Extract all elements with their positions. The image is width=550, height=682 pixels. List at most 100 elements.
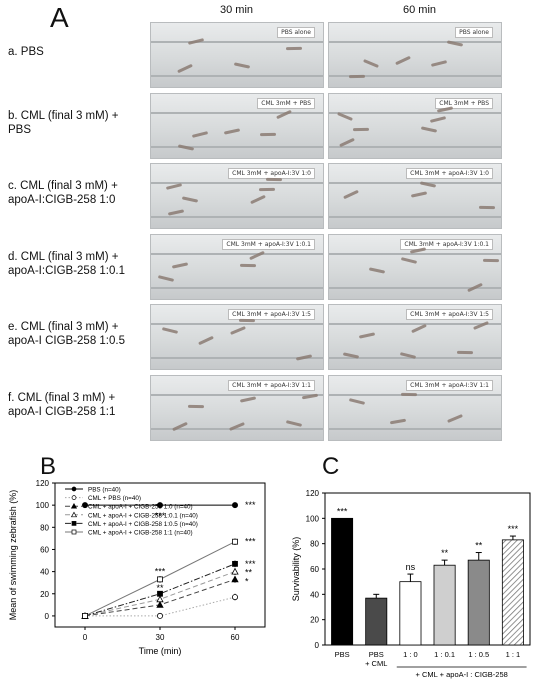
fish-shape: [420, 125, 438, 133]
y-tick-label: 120: [306, 489, 320, 498]
y-tick-label: 20: [40, 590, 49, 599]
panel-b-letter: B: [40, 453, 57, 480]
y-tick-label: 20: [310, 616, 319, 625]
tank-photo-a-60min: PBS alone: [328, 22, 502, 88]
x-tick-label: 60: [231, 633, 240, 642]
fish-shape: [430, 60, 448, 67]
fish-shape: [233, 62, 251, 69]
data-point: [157, 590, 163, 597]
fish-shape: [187, 38, 205, 45]
tank-label-tag: CML 3mM + apoA-I:3V 1:5: [406, 309, 493, 320]
tank-photo-f-60min: CML 3mM + apoA-I:3V 1:1: [328, 374, 502, 441]
sig-mark: ns: [406, 562, 416, 572]
legend-label: PBS (n=40): [88, 487, 121, 494]
tank-label-tag: CML 3mM + apoA-I:3V 1:1: [406, 379, 493, 391]
fish-shape: [348, 397, 366, 405]
legend-label: CML + PBS (n=40): [88, 495, 141, 502]
fish-shape: [343, 189, 359, 200]
data-point: [156, 601, 164, 608]
x-tick-label: PBS: [335, 650, 350, 659]
y-tick-label: 60: [310, 565, 319, 574]
sig-mark: ***: [337, 506, 348, 516]
tank-photo-d-60min: CML 3mM + apoA-I:3V 1:0.1: [328, 233, 502, 300]
row-label-f: f. CML (final 3 mM) + apoA-I CIGB-258 1:…: [8, 391, 116, 418]
fish-shape: [295, 354, 313, 361]
fish-shape: [239, 263, 257, 267]
fish-shape: [250, 194, 266, 205]
plot-frame: [324, 492, 531, 646]
row-label-a: a. PBS: [8, 46, 44, 58]
y-axis-label: Survivability (%): [291, 537, 301, 602]
fish-shape: [411, 323, 427, 334]
fish-shape: [447, 413, 463, 423]
fish-shape: [358, 332, 376, 339]
fish-shape: [400, 256, 418, 264]
y-tick-label: 100: [306, 514, 320, 523]
fish-shape: [368, 266, 386, 274]
sig-mark: ***: [155, 511, 166, 521]
fish-shape: [429, 115, 447, 123]
fish-shape: [456, 350, 474, 355]
data-point: [156, 502, 163, 509]
data-point: [156, 595, 164, 603]
x-tick-label: 1 : 0.5: [468, 650, 489, 659]
fish-shape: [348, 74, 366, 79]
fish-shape: [285, 46, 303, 51]
legend-marker: [70, 502, 78, 509]
fish-shape: [187, 404, 205, 408]
sig-mark: ***: [245, 500, 256, 510]
fish-shape: [239, 395, 257, 403]
col-header-30min: 30 min: [220, 4, 254, 16]
sig-mark: **: [245, 568, 253, 578]
sig-mark: ***: [245, 559, 256, 569]
fish-shape: [223, 127, 241, 135]
fish-shape: [238, 318, 256, 323]
tank-photo-a-30min: PBS alone: [150, 22, 324, 88]
sig-mark: **: [441, 548, 449, 558]
bar-5: [501, 539, 524, 646]
fish-shape: [165, 183, 183, 190]
y-tick-label: 40: [40, 568, 49, 577]
panel-a-letter: A: [50, 2, 69, 33]
legend-label: CML + apoA-I + CIGB-258 1:0.1 (n=40): [88, 512, 198, 519]
fish-shape: [478, 205, 496, 210]
tank-label-tag: CML 3mM + PBS: [435, 97, 493, 109]
row-label-b: b. CML (final 3 mM) + PBS: [8, 109, 119, 136]
fish-shape: [259, 132, 277, 136]
data-point: [232, 538, 238, 545]
tank-label-tag: CML 3mM + apoA-I:3V 1:1: [228, 379, 315, 391]
fish-shape: [177, 63, 193, 74]
legend-marker: [71, 486, 77, 492]
fish-shape: [157, 274, 175, 282]
legend-marker: [71, 521, 77, 526]
y-tick-label: 120: [36, 479, 50, 488]
bar-4: [467, 559, 490, 646]
fish-shape: [191, 130, 209, 138]
tank-label-tag: PBS alone: [455, 27, 493, 38]
tank-photo-d-30min: CML 3mM + apoA-I:3V 1:0.1: [150, 233, 324, 300]
x-tick-label: 1 : 0.1: [434, 650, 455, 659]
data-point: [157, 576, 163, 583]
data-point: [82, 502, 89, 509]
fish-shape: [265, 177, 283, 182]
x-tick-label: + CML: [365, 659, 387, 668]
y-tick-label: 80: [40, 523, 49, 532]
data-point: [231, 594, 238, 601]
fish-shape: [400, 392, 418, 396]
sig-mark: *: [245, 576, 249, 586]
fish-shape: [181, 196, 199, 203]
tank-label-tag: CML 3mM + apoA-I:3V 1:5: [228, 309, 315, 320]
panel-c-bar-chart: 0 20 40 60 80 100 120 Survivability (%) *** PBS PB…: [291, 489, 531, 679]
panel-c-letter: C: [322, 453, 340, 480]
tank-label-tag: CML 3mM + apoA-I:3V 1:0.1: [222, 238, 315, 250]
y-axis-label: Mean of swimming zebrafish (%): [8, 490, 18, 621]
fish-shape: [230, 325, 246, 336]
bar-0: [331, 517, 354, 646]
y-tick-label: 0: [45, 612, 50, 621]
fish-shape: [161, 327, 179, 334]
x-tick-label: 30: [156, 633, 165, 642]
fish-shape: [167, 209, 185, 216]
legend-label: CML + apoA-I + CIGB-258 1:0 (n=40): [88, 504, 193, 511]
data-point: [82, 613, 88, 619]
tank-label-tag: CML 3mM + apoA-I:3V 1:0: [406, 168, 493, 179]
